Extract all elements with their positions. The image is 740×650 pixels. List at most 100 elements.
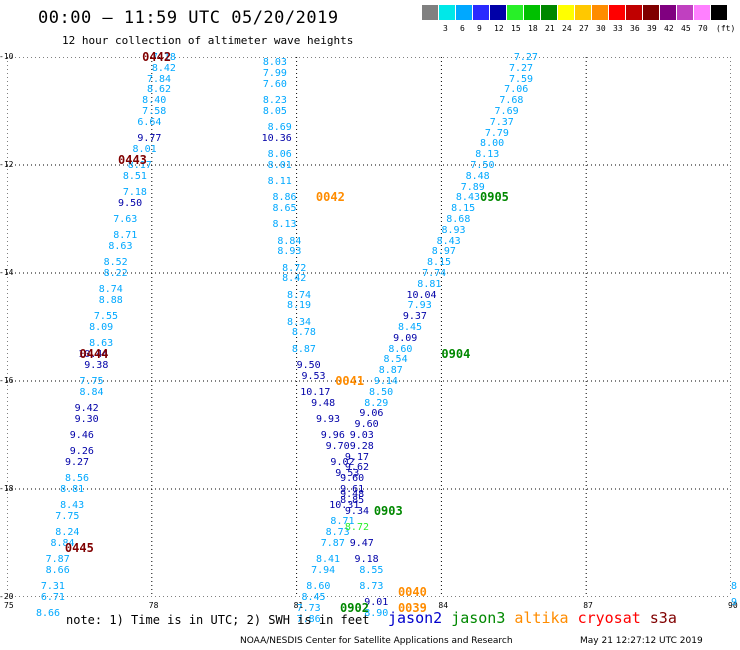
wave-height-label: 7.86 bbox=[296, 613, 321, 625]
wave-height-label: 9.38 bbox=[84, 359, 109, 371]
wave-height-label: 9.61 bbox=[340, 484, 365, 495]
credit-text: NOAA/NESDIS Center for Satellite Applica… bbox=[240, 636, 513, 646]
wave-height-label: 8.23 bbox=[262, 95, 287, 107]
legend-label: 12 bbox=[494, 24, 504, 33]
pass-label: 0442 bbox=[142, 50, 172, 64]
pass-label: 0040 bbox=[397, 584, 427, 599]
legend-label: 3 bbox=[443, 24, 448, 33]
wave-height-label: 8.43 bbox=[436, 235, 461, 247]
wave-height-label: 9.34 bbox=[344, 505, 369, 517]
wave-height-label: 7.87 bbox=[45, 554, 70, 566]
legend-label: 36 bbox=[630, 24, 640, 33]
wave-height-label: 8.93 bbox=[277, 246, 302, 258]
wave-height-label: 8.81 bbox=[417, 278, 442, 290]
pass-label: 0902 bbox=[340, 600, 369, 615]
satellite-name: jason3 bbox=[451, 609, 506, 627]
wave-height-label: 8.87 bbox=[291, 343, 316, 355]
wave-height-label: 8.84 bbox=[50, 538, 75, 549]
wave-height-label: 8.09 bbox=[89, 322, 114, 333]
legend-unit: (ft) bbox=[716, 24, 736, 33]
wave-height-label: 8.22 bbox=[103, 268, 128, 279]
wave-height-label: 8.87 bbox=[378, 365, 403, 377]
satellite-name: jason2 bbox=[388, 609, 443, 627]
wave-height-label: 9.60 bbox=[354, 419, 379, 431]
wave-height-label: 8.63 bbox=[108, 241, 133, 252]
pass-label: 0444 bbox=[79, 347, 109, 361]
wave-height-label: 9.77 bbox=[137, 133, 162, 144]
page-title: 00:00 – 11:59 UTC 05/20/2019 bbox=[38, 8, 339, 28]
wave-height-label: 8.71 bbox=[113, 230, 138, 242]
wave-height-label: 9.48 bbox=[340, 489, 365, 501]
wave-height-label: 8.50 bbox=[369, 386, 394, 398]
wave-height-label: 7.06 bbox=[504, 84, 529, 96]
wave-height-label: 9.14 bbox=[373, 376, 398, 387]
wave-height-label: 7.27 bbox=[513, 52, 538, 63]
wave-height-label: 9.03 bbox=[349, 430, 374, 441]
page-subtitle: 12 hour collection of altimeter wave hei… bbox=[62, 34, 354, 47]
wave-height-label: 8.86 bbox=[272, 192, 297, 204]
wave-height-label: 8.42 bbox=[282, 273, 307, 285]
wave-height-label: 7.60 bbox=[262, 79, 287, 90]
wave-height-label: 8.42 bbox=[151, 62, 176, 74]
pass-label: 0041 bbox=[335, 374, 365, 388]
wave-height-label: 8.06 bbox=[267, 149, 292, 161]
wave-height-label: 9.47 bbox=[349, 538, 374, 549]
wave-height-label: 8.41 bbox=[315, 554, 341, 566]
wave-height-label: 7.68 bbox=[499, 95, 524, 107]
wave-height-label: 8.81 bbox=[60, 484, 85, 495]
wave-height-label: 8.69 bbox=[267, 122, 292, 134]
wave-height-label: 8.73 bbox=[359, 581, 384, 593]
legend-label: 33 bbox=[613, 24, 623, 33]
wave-height-label: 8.00 bbox=[480, 138, 505, 150]
legend-swatch bbox=[677, 5, 693, 20]
wave-height-label: 8.15 bbox=[426, 257, 452, 269]
legend-label: 39 bbox=[647, 24, 657, 33]
wave-height-label: 9.28 bbox=[349, 440, 374, 452]
wave-height-label: 8.62 bbox=[147, 84, 172, 96]
wave-height-label: 7.75 bbox=[79, 376, 104, 387]
wave-height-label: 9.60 bbox=[340, 473, 365, 485]
wave-height-label: 7.75 bbox=[55, 511, 80, 522]
legend-swatch bbox=[541, 5, 557, 20]
wave-height-label: 9.96 bbox=[320, 430, 345, 441]
wave-height-label: 7.94 bbox=[311, 565, 336, 576]
wave-height-label: 8.52 bbox=[103, 257, 128, 269]
pass-label: 0903 bbox=[373, 503, 403, 518]
wave-height-label: 8.11 bbox=[267, 176, 292, 188]
wave-height-label: 7.73 bbox=[296, 602, 321, 614]
wave-height-label: 8.01 bbox=[267, 160, 292, 171]
wave-height-label: 8.60 bbox=[306, 581, 331, 593]
wave-height-label: 9.26 bbox=[69, 446, 94, 458]
wave-height-label: 8.88 bbox=[98, 295, 123, 306]
legend-swatch bbox=[524, 5, 540, 20]
wave-height-label: 8.56 bbox=[64, 473, 90, 485]
wave-height-label: 7.93 bbox=[407, 300, 432, 312]
legend-label: 42 bbox=[664, 24, 674, 33]
legend-label: 70 bbox=[698, 24, 708, 33]
wave-height-label: 8.19 bbox=[286, 300, 312, 312]
wave-height-label: 7.89 bbox=[460, 181, 485, 193]
wave-height-label: 8.71 bbox=[330, 516, 355, 528]
legend-swatch bbox=[575, 5, 591, 20]
legend-label: 30 bbox=[596, 24, 606, 33]
wave-height-label: 7.55 bbox=[93, 311, 118, 323]
wave-height-label: 9.70 bbox=[325, 440, 350, 452]
wave-height-label: 7.63 bbox=[113, 214, 138, 225]
pass-label: 0905 bbox=[480, 190, 509, 205]
wave-height-label: 10.17 bbox=[300, 386, 331, 398]
pass-label: 0904 bbox=[441, 347, 471, 361]
legend-swatch bbox=[507, 5, 523, 20]
legend-swatch bbox=[490, 5, 506, 20]
wave-height-label: 8.78 bbox=[291, 327, 316, 339]
wave-height-label: 9.17 bbox=[344, 451, 369, 463]
longitude-tick-label: 81 bbox=[293, 601, 304, 610]
legend-label: 9 bbox=[477, 24, 482, 33]
wave-height-label: 8.93 bbox=[441, 224, 466, 236]
wave-height-label: 8.17 bbox=[127, 160, 152, 171]
wave-height-label: 10.31 bbox=[329, 500, 360, 512]
legend-label: 6 bbox=[460, 24, 465, 33]
latitude-tick-label: -16 bbox=[0, 376, 14, 385]
legend-label: 27 bbox=[579, 24, 589, 33]
wave-height-label: 7.99 bbox=[262, 68, 287, 80]
wave-height-label: 9.53 bbox=[335, 467, 360, 479]
